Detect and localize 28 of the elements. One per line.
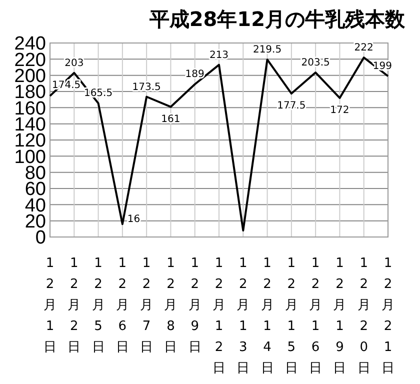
data-label: 177.5 [277,100,306,112]
data-label: 203 [64,58,84,69]
chart-title: 平成28年12月の牛乳残本数 [148,7,406,31]
x-tick-label: 12月2日 [68,256,81,355]
data-label: 219.5 [252,44,282,56]
x-tick-label: 12月5日 [92,256,105,355]
x-tick-label: 12月7日 [140,256,154,355]
data-label: 172 [330,104,350,116]
data-label: 173.5 [132,82,161,93]
x-tick-label: 12月20日 [357,256,370,376]
x-tick-label: 12月14日 [260,256,274,376]
data-label: 161 [161,114,180,125]
data-label: 16 [127,214,140,226]
x-tick-label: 12月13日 [236,256,250,376]
y-tick-label: 0 [35,228,46,249]
data-label: 213 [209,50,229,61]
x-tick-label: 12月19日 [333,256,346,376]
x-tick-label: 12月1日 [44,256,56,355]
x-tick-label: 12月8日 [164,256,178,355]
x-tick-label: 12月6日 [116,256,129,355]
x-tick-label: 12月16日 [309,256,322,376]
x-tick-label: 12月9日 [188,256,202,355]
x-tick-label: 12月21日 [382,256,394,376]
x-tick-label: 12月12日 [212,256,226,376]
data-label: 189 [185,69,204,80]
x-tick-label: 12月15日 [284,256,298,376]
data-label: 203.5 [301,58,330,69]
data-label: 222 [354,42,374,54]
